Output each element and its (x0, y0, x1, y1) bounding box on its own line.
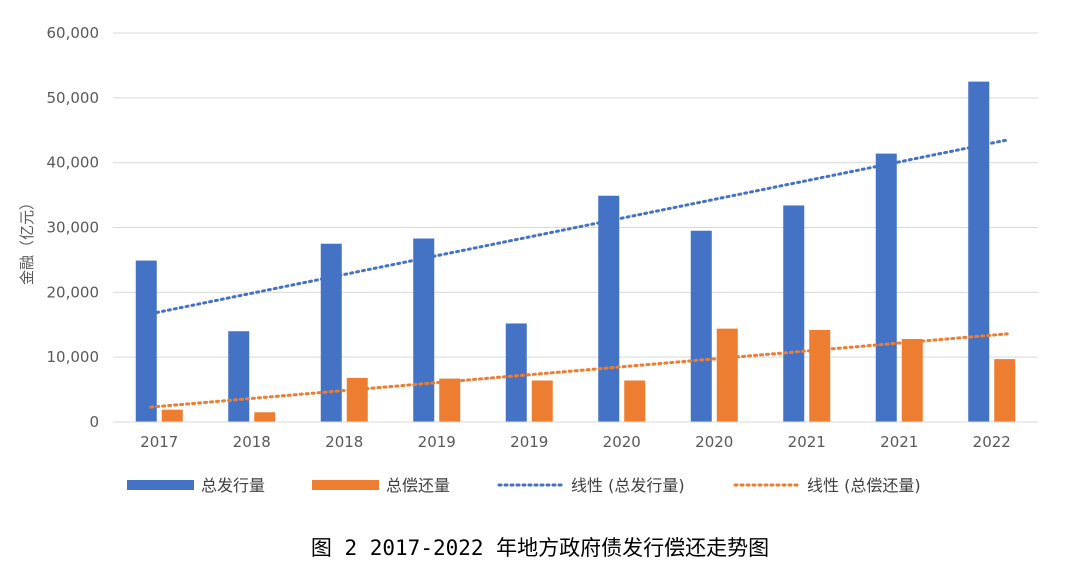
figure-caption: 图 2 2017-2022 年地方政府债发行偿还走势图 (310, 536, 770, 560)
x-tick-label: 2019 (510, 433, 548, 451)
x-tick-label: 2021 (880, 433, 918, 451)
bar-repayment (624, 380, 646, 422)
trendlines (149, 138, 1009, 409)
y-axis-ticks: 0 10,000 20,000 30,000 40,000 50,000 60,000 (47, 24, 100, 431)
bar-repayment (901, 339, 923, 422)
x-tick-label: 2020 (603, 433, 641, 451)
x-tick-label: 2017 (140, 433, 178, 451)
y-tick-label: 0 (89, 413, 99, 431)
x-tick-label: 2021 (788, 433, 826, 451)
y-tick-label: 50,000 (47, 89, 100, 107)
gridlines (113, 32, 1038, 358)
legend-label-issuance-trend: 线性 (总发行量) (571, 476, 685, 495)
y-tick-label: 60,000 (47, 24, 100, 42)
legend-label-issuance: 总发行量 (201, 476, 265, 495)
x-tick-label: 2018 (325, 433, 363, 451)
bar-issuance (783, 205, 805, 422)
bar-repayment (439, 378, 461, 422)
y-axis-label: 金融（亿元） (18, 195, 36, 285)
bar-issuance (320, 243, 342, 422)
trendline-repayment (149, 332, 1009, 409)
bar-issuance (875, 153, 897, 422)
bar-repayment (161, 409, 183, 422)
bar-repayment (531, 380, 553, 422)
bar-issuance (413, 238, 435, 422)
bar-issuance (598, 195, 620, 422)
x-tick-label: 2018 (233, 433, 271, 451)
bar-repayment (716, 328, 738, 422)
bar-repayment (994, 359, 1016, 422)
x-axis-ticks: 2017 2018 2018 2019 2019 2020 2020 2021 2021 2022 (140, 433, 1011, 451)
bar-issuance (228, 331, 250, 422)
y-tick-label: 30,000 (47, 219, 100, 237)
x-tick-label: 2020 (695, 433, 733, 451)
y-tick-label: 20,000 (47, 283, 100, 301)
bar-issuance (505, 323, 527, 422)
x-tick-label: 2019 (418, 433, 456, 451)
trendline-issuance (149, 138, 1009, 316)
legend-swatch-issuance (127, 480, 194, 490)
y-tick-label: 40,000 (47, 154, 100, 172)
bar-issuance (690, 230, 712, 422)
bar-repayment (346, 377, 368, 422)
bar-repayment (809, 329, 831, 422)
x-tick-label: 2022 (973, 433, 1011, 451)
chart: 0 10,000 20,000 30,000 40,000 50,000 60,000 金融… (18, 24, 1038, 495)
bar-issuance (968, 81, 990, 422)
legend-label-repayment-trend: 线性 (总偿还量) (807, 476, 921, 495)
legend-label-repayment: 总偿还量 (386, 476, 450, 495)
legend: 总发行量 总偿还量 线性 (总发行量) 线性 (总偿还量) (127, 476, 921, 495)
legend-swatch-repayment (312, 480, 379, 490)
bar-issuance (135, 260, 157, 422)
bar-repayment (254, 412, 276, 422)
y-tick-label: 10,000 (47, 348, 100, 366)
